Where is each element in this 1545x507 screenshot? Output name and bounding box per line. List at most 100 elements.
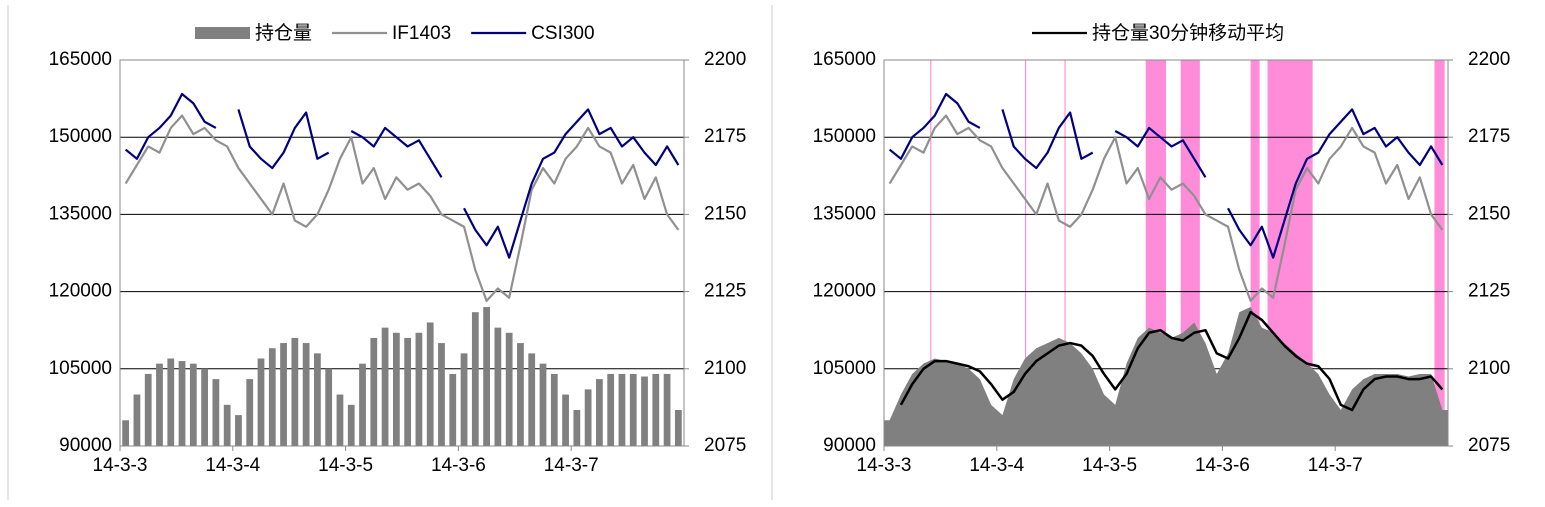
highlight-band — [1434, 60, 1445, 446]
bar — [201, 368, 208, 446]
bar — [347, 404, 355, 446]
x-tick-label: 14-3-4 — [969, 455, 1024, 476]
bar — [167, 358, 175, 446]
bar — [392, 332, 400, 446]
y2-tick-label: 2075 — [1468, 435, 1510, 456]
y2-tick-label: 2200 — [1468, 49, 1510, 70]
bar — [674, 409, 682, 446]
legend-label: CSI300 — [531, 23, 594, 44]
bar — [483, 307, 490, 446]
y-tick-label: 135000 — [813, 203, 876, 224]
bar — [415, 332, 423, 446]
bar — [607, 373, 615, 446]
bar — [302, 343, 310, 446]
bar — [133, 394, 141, 446]
bar — [652, 373, 660, 446]
y-tick-label: 120000 — [49, 281, 112, 302]
highlight-band — [1250, 60, 1260, 446]
plot-frame — [119, 59, 685, 447]
x-tick-label: 14-3-6 — [1195, 455, 1250, 476]
bar — [268, 348, 276, 446]
legend-label: IF1403 — [392, 23, 451, 44]
bar — [189, 363, 197, 446]
x-tick-label: 14-3-4 — [205, 455, 260, 476]
bar — [562, 394, 569, 446]
bar — [641, 376, 648, 446]
bar — [156, 363, 163, 446]
highlight-band — [1025, 60, 1027, 446]
y2-tick-label: 2075 — [704, 435, 746, 456]
y2-tick-label: 2100 — [704, 358, 746, 379]
y2-tick-label: 2175 — [704, 126, 746, 147]
x-tick-label: 14-3-5 — [1082, 455, 1137, 476]
bar — [618, 373, 626, 446]
line — [888, 92, 1444, 259]
bar — [663, 373, 671, 446]
bar — [359, 363, 366, 446]
y-tick-label: 135000 — [49, 203, 112, 224]
legend-label: 持仓量 — [255, 22, 312, 44]
bar — [449, 373, 457, 446]
y-tick-label: 165000 — [813, 49, 876, 70]
bar — [257, 358, 265, 446]
bar — [314, 353, 321, 446]
x-tick-label: 14-3-5 — [318, 455, 373, 476]
y-tick-label: 165000 — [49, 49, 112, 70]
y2-tick-label: 2150 — [704, 203, 746, 224]
line — [124, 92, 680, 259]
x-tick-label: 14-3-6 — [431, 455, 486, 476]
y2-tick-label: 2200 — [704, 49, 746, 70]
bar — [280, 343, 287, 446]
y2-tick-label: 2125 — [704, 281, 746, 302]
bar — [550, 373, 558, 446]
bar — [528, 353, 536, 446]
y2-tick-label: 2100 — [1468, 358, 1510, 379]
bar — [178, 361, 186, 446]
x-tick-label: 14-3-7 — [1308, 455, 1363, 476]
bar — [212, 379, 220, 446]
bar — [505, 332, 513, 446]
bar — [223, 404, 231, 446]
y-tick-label: 105000 — [813, 358, 876, 379]
y-tick-label: 105000 — [49, 358, 112, 379]
legend-label: 持仓量30分钟移动平均 — [1092, 22, 1284, 44]
bar — [122, 420, 130, 446]
bar — [629, 373, 637, 446]
line — [124, 114, 680, 302]
y2-tick-label: 2125 — [1468, 281, 1510, 302]
bar — [584, 389, 592, 446]
legend-swatch — [195, 27, 250, 39]
plot-frame — [883, 59, 1449, 447]
y-tick-label: 90000 — [59, 435, 112, 456]
highlight-band — [930, 60, 932, 446]
bar — [471, 312, 479, 446]
line — [888, 114, 1444, 302]
x-tick-label: 14-3-7 — [544, 455, 599, 476]
y-tick-label: 150000 — [49, 126, 112, 147]
bar — [404, 337, 412, 446]
bar — [336, 394, 344, 446]
bar — [494, 327, 502, 446]
y2-tick-label: 2175 — [1468, 126, 1510, 147]
bar — [325, 368, 333, 446]
y2-tick-label: 2150 — [1468, 203, 1510, 224]
bar — [573, 409, 581, 446]
bar — [235, 415, 242, 446]
bar — [381, 327, 389, 446]
x-tick-label: 14-3-3 — [93, 455, 148, 476]
line — [899, 310, 1444, 412]
area — [884, 307, 1448, 446]
y-tick-label: 150000 — [813, 126, 876, 147]
bar — [517, 343, 524, 446]
bar — [144, 373, 152, 446]
highlight-band — [1064, 60, 1066, 446]
bar — [370, 337, 378, 446]
bar — [246, 379, 254, 446]
bar — [596, 379, 603, 446]
y-tick-label: 120000 — [813, 281, 876, 302]
y-tick-label: 90000 — [823, 435, 876, 456]
bar — [291, 337, 299, 446]
bar — [539, 363, 547, 446]
bar — [460, 353, 468, 446]
